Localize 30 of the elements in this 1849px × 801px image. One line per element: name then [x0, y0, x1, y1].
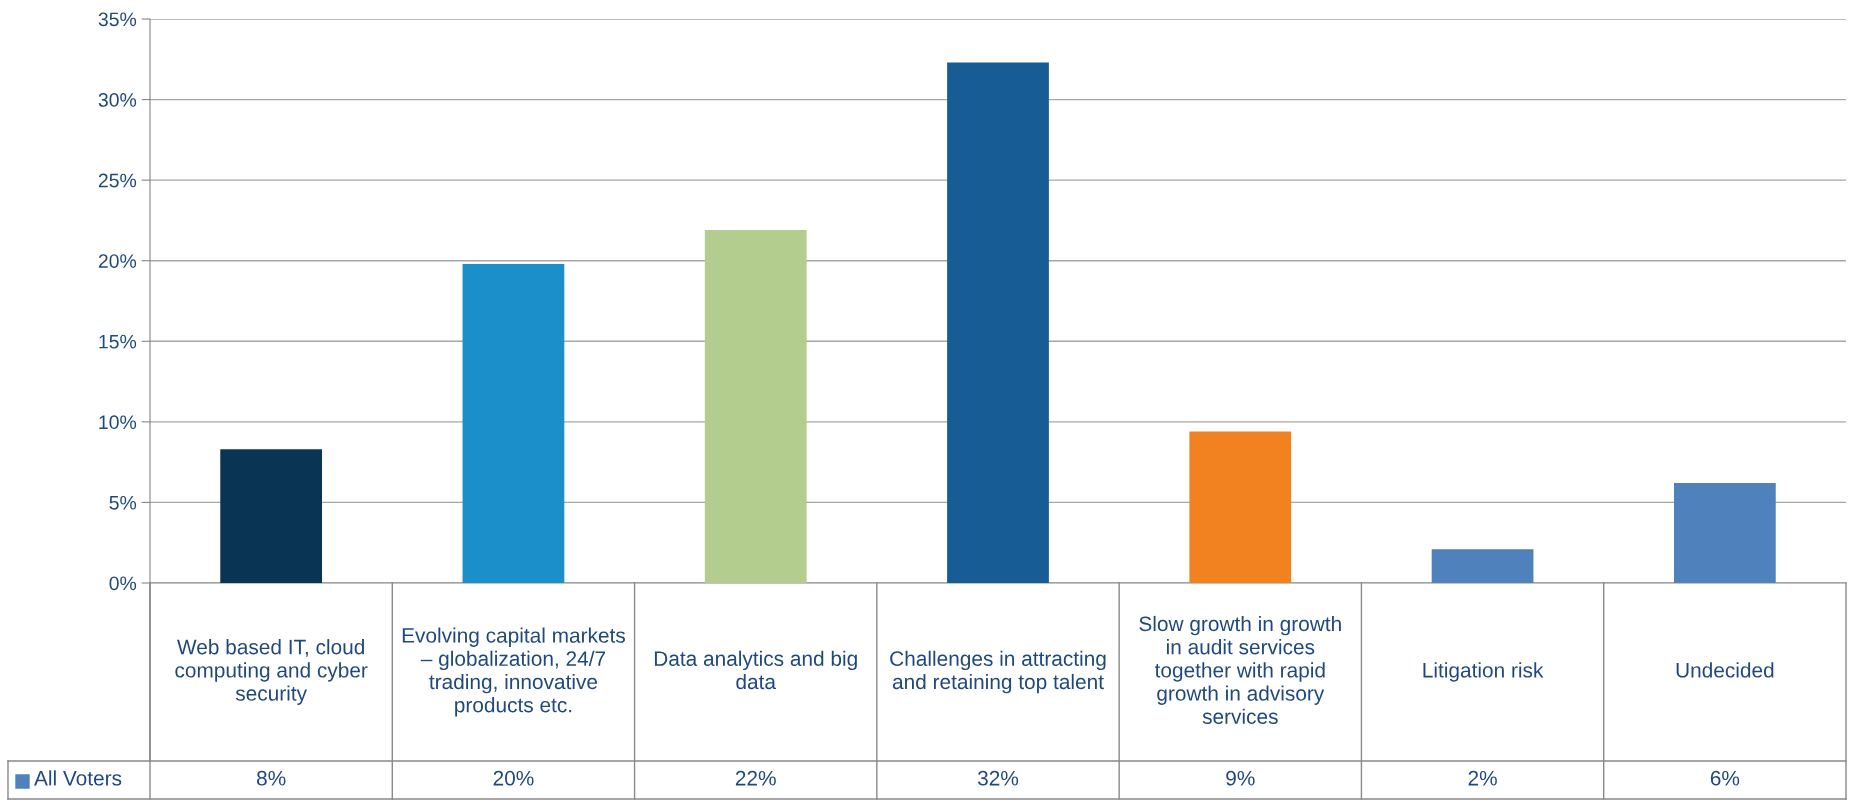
data-label: 20% — [493, 770, 534, 786]
x-tick-label: Data analytics and big data — [654, 650, 857, 690]
y-tick-label: 25% — [98, 173, 137, 188]
x-tick-label: Web based IT, cloud computing and cyber security — [175, 639, 368, 705]
data-label: 22% — [735, 770, 776, 786]
y-tick-label: 35% — [98, 12, 137, 27]
bar — [1189, 431, 1292, 583]
bar — [220, 449, 323, 583]
legend-label: All Voters — [34, 770, 122, 786]
bar — [704, 230, 807, 583]
y-tick-label: 10% — [99, 415, 137, 430]
data-label: 2% — [1468, 770, 1497, 786]
x-tick-label: Challenges in attracting and retaining top talent — [890, 650, 1106, 694]
x-tick-label: Slow growth in growth in audit services together with rapid growth in advisory services — [1139, 615, 1341, 724]
y-tick-label: 15% — [99, 334, 137, 349]
bar — [1431, 549, 1534, 583]
bar — [1673, 483, 1776, 583]
data-label: 32% — [977, 770, 1019, 786]
x-tick-label: Undecided — [1676, 662, 1774, 678]
y-tick-label: 30% — [98, 93, 137, 107]
bar — [462, 263, 565, 583]
data-label: 8% — [256, 770, 286, 786]
x-tick-label: Litigation risk — [1423, 662, 1544, 682]
y-tick-label: 5% — [109, 495, 137, 510]
data-label: 9% — [1226, 770, 1255, 786]
x-tick-label: Evolving capital markets – globalization, 24/7 trading, innovative products etc. — [402, 627, 625, 717]
y-tick-label: 20% — [98, 254, 137, 268]
y-tick-label: 0% — [109, 576, 137, 591]
bar — [947, 62, 1049, 583]
data-label: 6% — [1710, 770, 1740, 786]
